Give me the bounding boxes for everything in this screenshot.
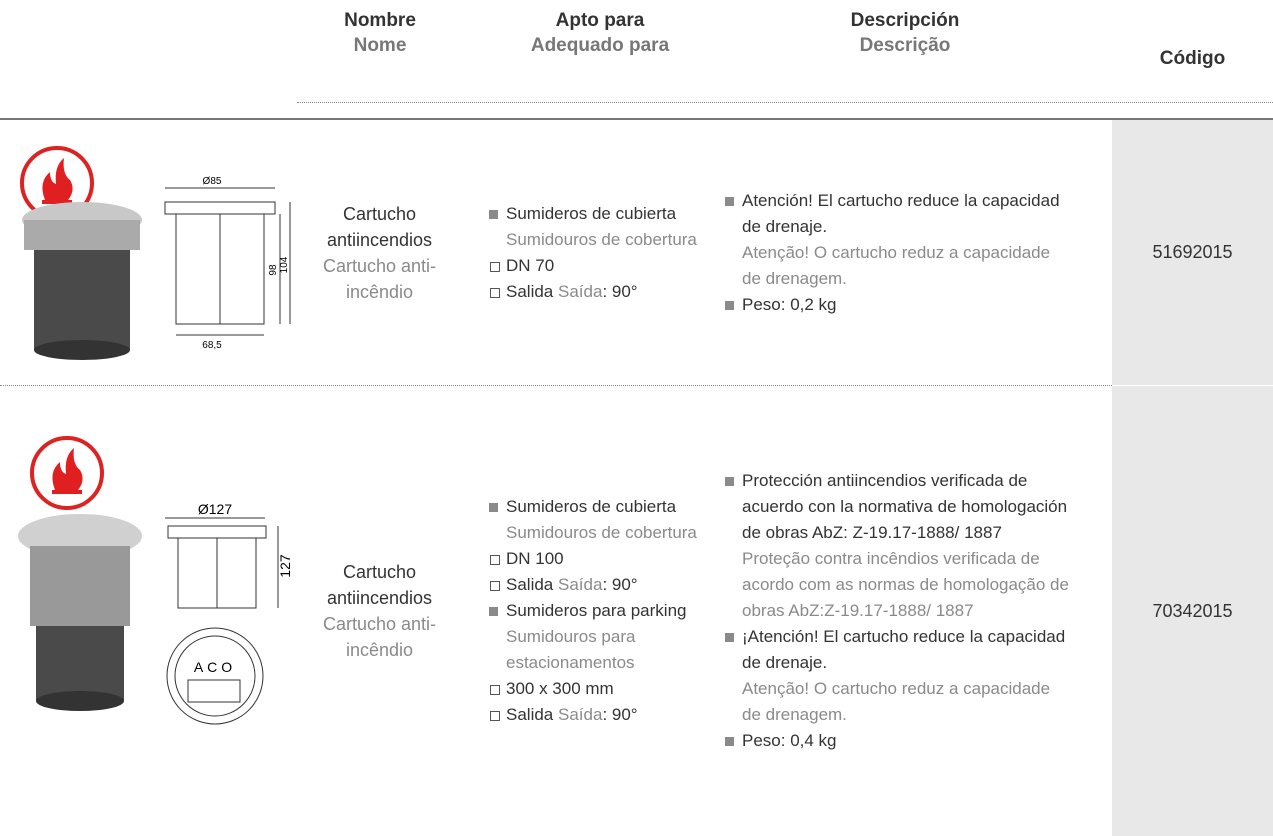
dimension-label: Ø127	[198, 501, 232, 517]
text-es: Salida	[506, 705, 554, 724]
header-pt: Descrição	[859, 35, 951, 56]
row-rule	[0, 385, 1112, 386]
product-images: Ø127 127 ACO	[18, 436, 293, 725]
text-pt: Saída	[558, 281, 603, 301]
dimension-label: 68,5	[202, 340, 222, 351]
dimension-label: 127	[277, 554, 293, 578]
name-pt: Cartucho anti-incêndio	[322, 255, 437, 302]
text-es: Sumideros de cubierta	[506, 497, 677, 516]
name-cell: Cartucho antiincendios Cartucho anti-incê…	[297, 120, 462, 385]
apto-item: Salida Saída: 90°	[486, 572, 721, 598]
text-es: DN 100	[506, 549, 564, 568]
bullet-marker	[725, 737, 734, 746]
product-images: Ø85 98 104 68,5	[20, 146, 291, 360]
box-marker	[490, 685, 500, 695]
box-marker	[490, 287, 500, 298]
name-cell: Cartucho antiincendios Cartucho anti-incê…	[297, 386, 462, 836]
text-pt: Atenção! O cartucho reduz a capacidade d…	[742, 242, 1051, 288]
apto-item: Sumideros de cubierta Sumidouros de cober…	[486, 494, 721, 546]
text-es: Peso: 0,4 kg	[742, 731, 837, 750]
header-codigo: Código	[1159, 48, 1226, 69]
text-es: Salida	[506, 281, 554, 301]
text-pt: Proteção contra incêndios verificada de …	[742, 549, 1069, 620]
box-marker	[490, 581, 500, 591]
apto-item: DN 100	[486, 546, 721, 572]
name-es: Cartucho antiincendios	[326, 562, 433, 608]
code: 70342015	[1152, 600, 1233, 621]
text-es: Protección antiincendios verificada de a…	[742, 471, 1068, 542]
text-pt: Sumidouros para estacionamentos	[506, 627, 636, 672]
text-es: Salida	[506, 575, 554, 594]
text-es: ¡Atención! El cartucho reduce la capacid…	[742, 627, 1066, 672]
table-rule	[0, 118, 1273, 120]
text-rest: : 90°	[602, 705, 638, 724]
dimension-label: 104	[279, 256, 290, 273]
code-cell: 51692015	[1112, 120, 1273, 385]
bullet-marker	[489, 607, 498, 616]
apto-item: Salida Saída: 90°	[486, 279, 721, 305]
apto-item: DN 70	[486, 253, 721, 279]
header-nombre: Nombre Nome	[330, 8, 430, 58]
header-apto: Apto para Adequado para	[500, 8, 700, 58]
text-pt: Saída	[558, 705, 603, 724]
description-item: Peso: 0,4 kg	[722, 728, 1072, 754]
text-es: Sumideros de cubierta	[506, 203, 677, 223]
text-pt: Sumidouros de cobertura	[506, 229, 697, 249]
bullet-marker	[725, 196, 734, 206]
header-pt: Adequado para	[530, 35, 670, 56]
product-row: Ø85 98 104 68,5 Cartucho antiincendios Ca…	[0, 120, 1273, 385]
code-cell: 70342015	[1112, 386, 1273, 836]
text-es: 300 x 300 mm	[506, 679, 614, 698]
box-marker	[490, 261, 500, 272]
box-marker	[490, 711, 500, 721]
description-cell: Atención! El cartucho reduce la capacida…	[722, 120, 1072, 385]
dimension-label: Ø85	[203, 176, 222, 187]
dimension-label: 98	[268, 264, 279, 276]
name-es: Cartucho antiincendios	[326, 203, 433, 250]
text-es: Sumideros para parking	[506, 601, 687, 620]
bullet-marker	[489, 209, 498, 219]
code: 51692015	[1152, 242, 1233, 262]
bullet-marker	[725, 300, 734, 310]
apto-item: Salida Saída: 90°	[486, 702, 721, 728]
description-item: Peso: 0,2 kg	[722, 292, 1072, 318]
description-item: Atención! El cartucho reduce la capacida…	[722, 188, 1072, 292]
text-rest: : 90°	[602, 281, 638, 301]
header-es: Apto para	[555, 10, 645, 31]
product-row: Ø127 127 ACO Cartucho antiincendios Cartu…	[0, 386, 1273, 836]
bullet-marker	[489, 503, 498, 512]
apto-item: 300 x 300 mm	[486, 676, 721, 702]
header-pt: Nome	[353, 35, 407, 56]
bullet-marker	[725, 477, 734, 486]
apto-cell: Sumideros de cubierta Sumidouros de cober…	[486, 386, 721, 836]
logo-text: ACO	[194, 659, 236, 675]
text-es: DN 70	[506, 255, 555, 275]
header-rule	[297, 102, 1273, 103]
apto-item: Sumideros de cubierta Sumidouros de cober…	[486, 201, 721, 253]
text-rest: : 90°	[602, 575, 638, 594]
apto-cell: Sumideros de cubierta Sumidouros de cober…	[486, 120, 721, 385]
text-pt: Sumidouros de cobertura	[506, 523, 697, 542]
header-es: Descripción	[850, 10, 960, 31]
text-pt: Saída	[558, 575, 603, 594]
text-es: Peso: 0,2 kg	[742, 294, 837, 314]
box-marker	[490, 555, 500, 565]
text-pt: Atenção! O cartucho reduz a capacidade d…	[742, 679, 1051, 724]
description-cell: Protección antiincendios verificada de a…	[722, 386, 1072, 836]
description-item: Protección antiincendios verificada de a…	[722, 468, 1072, 624]
name-pt: Cartucho anti-incêndio	[322, 614, 437, 660]
description-item: ¡Atención! El cartucho reduce la capacid…	[722, 624, 1072, 728]
text-es: Atención! El cartucho reduce la capacida…	[742, 190, 1060, 236]
bullet-marker	[725, 633, 734, 642]
apto-item: Sumideros para parking Sumidouros para es…	[486, 598, 721, 676]
header-es: Nombre	[344, 10, 416, 31]
header-descripcion: Descripción Descrição	[780, 8, 1030, 58]
